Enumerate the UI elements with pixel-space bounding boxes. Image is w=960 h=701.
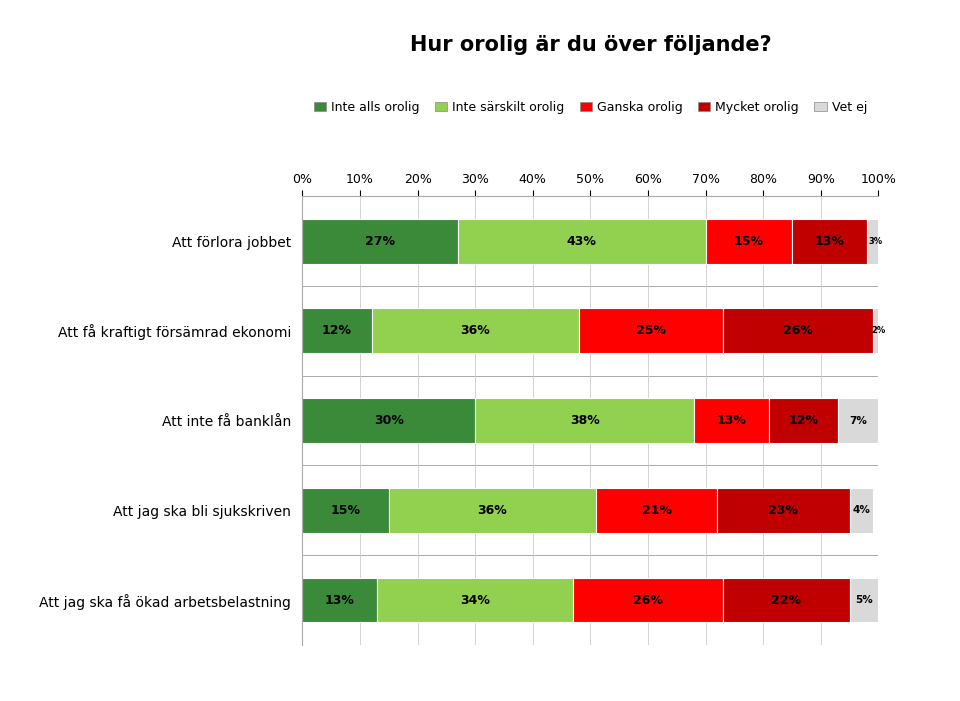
Text: 36%: 36% <box>478 504 507 517</box>
Text: 25%: 25% <box>636 325 666 337</box>
Legend: Inte alls orolig, Inte särskilt orolig, Ganska orolig, Mycket orolig, Vet ej: Inte alls orolig, Inte särskilt orolig, … <box>314 101 867 114</box>
Text: 23%: 23% <box>768 504 799 517</box>
Text: 2%: 2% <box>872 327 885 335</box>
Bar <box>302 488 389 533</box>
Text: 27%: 27% <box>365 235 396 247</box>
Text: 13%: 13% <box>324 594 355 606</box>
Text: Starka tillsammans: Starka tillsammans <box>918 58 930 194</box>
Bar <box>302 578 377 622</box>
Bar <box>458 219 706 264</box>
Bar <box>873 308 884 353</box>
Text: 26%: 26% <box>782 325 813 337</box>
Bar <box>302 308 372 353</box>
Text: 5%: 5% <box>855 595 873 605</box>
Bar <box>596 488 717 533</box>
Text: 7%: 7% <box>850 416 867 426</box>
Text: 38%: 38% <box>570 414 599 427</box>
Bar <box>723 308 873 353</box>
Text: 22%: 22% <box>771 594 802 606</box>
Text: 21%: 21% <box>641 504 672 517</box>
Text: 15%: 15% <box>330 504 361 517</box>
Bar <box>573 578 723 622</box>
Bar <box>377 578 573 622</box>
Text: 13%: 13% <box>716 414 747 427</box>
Text: 30%: 30% <box>373 414 404 427</box>
Bar <box>850 578 878 622</box>
Bar <box>717 488 850 533</box>
Bar <box>579 308 723 353</box>
Bar <box>850 488 873 533</box>
Text: 15%: 15% <box>733 235 764 247</box>
Text: 34%: 34% <box>460 594 491 606</box>
Bar <box>302 219 458 264</box>
Text: 12%: 12% <box>788 414 819 427</box>
Text: 3%: 3% <box>869 237 882 245</box>
Bar <box>769 398 838 443</box>
Text: 36%: 36% <box>461 325 490 337</box>
Bar <box>302 398 475 443</box>
Text: 26%: 26% <box>633 594 663 606</box>
Bar <box>389 488 596 533</box>
Text: 43%: 43% <box>566 235 597 247</box>
Text: 13%: 13% <box>814 235 845 247</box>
Bar <box>867 219 884 264</box>
Bar <box>838 398 878 443</box>
Text: 4%: 4% <box>852 505 870 515</box>
Bar <box>475 398 694 443</box>
Bar <box>694 398 769 443</box>
Bar <box>372 308 579 353</box>
Bar <box>723 578 850 622</box>
Text: 12%: 12% <box>322 325 352 337</box>
Bar <box>706 219 792 264</box>
Bar <box>792 219 867 264</box>
Text: Hur orolig är du över följande?: Hur orolig är du över följande? <box>410 35 771 55</box>
